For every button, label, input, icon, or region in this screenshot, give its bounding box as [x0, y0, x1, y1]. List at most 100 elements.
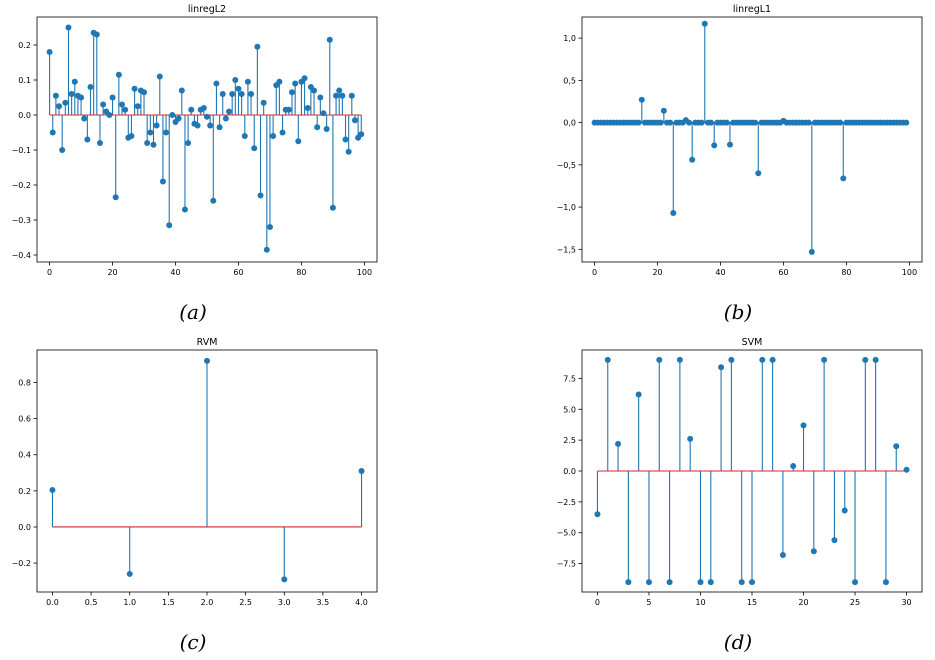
stem-marker: [166, 222, 173, 229]
stem-marker: [358, 131, 365, 138]
stem-marker: [604, 356, 611, 363]
stem-marker: [112, 194, 119, 201]
stem-marker: [169, 112, 176, 118]
stem-marker: [635, 119, 642, 126]
y-tick-label: 0.0: [563, 467, 576, 476]
y-tick-label: 0.0: [18, 523, 31, 532]
stem-marker: [345, 148, 352, 155]
y-tick-label: 0,0: [563, 119, 576, 128]
y-tick-label: 1,0: [563, 34, 576, 43]
stem-marker: [200, 105, 207, 111]
stem-marker: [348, 92, 355, 99]
stem-marker: [263, 246, 270, 253]
stem-marker: [790, 463, 797, 470]
stem-marker: [292, 80, 299, 87]
stem-marker: [270, 133, 277, 139]
x-tick-label: 2.0: [201, 598, 214, 607]
stem-marker: [749, 579, 755, 586]
stem-marker: [153, 122, 160, 129]
stem-marker: [666, 579, 673, 586]
x-tick-label: 1.0: [123, 598, 136, 607]
x-tick-label: 0: [595, 598, 600, 607]
stem-marker: [71, 78, 78, 85]
stem-marker: [311, 87, 318, 94]
stem-marker: [128, 133, 135, 139]
x-tick-label: 25: [850, 598, 860, 607]
stem-marker: [903, 466, 910, 473]
stem-marker: [81, 115, 88, 122]
stem-marker: [156, 73, 163, 80]
chart-title: RVM: [197, 337, 218, 348]
x-tick-label: 20: [798, 598, 808, 607]
y-tick-label: −0,5: [557, 161, 576, 170]
stem-marker: [141, 89, 148, 96]
chart-svm: SVM 0 5 10 15 20 25 30 7.5 5.0 2.5 0.0 −2.5 −5.0 −7.5: [557, 337, 923, 607]
y-tick-label: 0.6: [18, 415, 31, 424]
axes-frame: [581, 16, 923, 263]
stem-marker: [698, 119, 705, 126]
stem-marker: [635, 391, 642, 398]
x-tick-label: 40: [170, 268, 180, 277]
x-tick-label: 30: [901, 598, 911, 607]
stem-marker: [831, 537, 838, 544]
stem-marker: [726, 141, 733, 148]
stem-marker: [326, 36, 333, 43]
stem-marker: [769, 356, 776, 363]
stem-marker: [49, 486, 56, 493]
stem-marker: [178, 87, 185, 94]
stem-marker: [159, 178, 166, 185]
stem-marker: [701, 20, 708, 27]
stem-marker: [800, 422, 807, 429]
caption-c: (c): [179, 630, 207, 654]
stem-marker: [707, 579, 714, 586]
stem-marker: [279, 129, 286, 136]
caption-a: (a): [179, 300, 207, 324]
stem-marker: [222, 115, 229, 122]
stem-marker: [185, 140, 192, 146]
stem-marker: [728, 356, 735, 363]
stem-marker: [752, 119, 759, 126]
stem-marker: [882, 579, 889, 586]
stem-marker: [213, 80, 220, 87]
stem-marker: [718, 364, 725, 371]
stem-marker: [594, 511, 601, 518]
stem-marker: [317, 94, 324, 101]
stem-marker: [723, 119, 730, 126]
stem-marker: [46, 49, 53, 55]
y-tick-label: 2.5: [563, 436, 576, 445]
stem-marker: [109, 94, 116, 101]
x-tick-label: 40: [715, 268, 725, 277]
y-tick-label: −0.4: [12, 251, 31, 260]
stem-marker: [68, 91, 75, 97]
stem-marker: [285, 106, 292, 113]
stem-marker: [238, 91, 245, 97]
stem-marker: [295, 138, 302, 145]
stem-marker: [210, 197, 217, 204]
y-tick-label: 7.5: [563, 374, 576, 383]
x-tick-label: 60: [233, 268, 243, 277]
stem-marker: [175, 115, 182, 122]
stem-marker: [841, 507, 848, 514]
stem-marker: [207, 122, 214, 129]
stem-marker: [235, 85, 242, 92]
stem-marker: [49, 129, 56, 136]
stem-marker: [150, 141, 157, 148]
stem-marker: [301, 75, 308, 82]
y-tick-label: 0.2: [18, 41, 31, 50]
stem-marker: [660, 107, 667, 114]
stem-marker: [226, 108, 233, 115]
stem-marker: [266, 224, 273, 230]
chart-title: SVM: [742, 337, 763, 348]
stem-marker: [615, 440, 622, 447]
y-tick-label: −0.3: [12, 216, 31, 225]
stem-marker: [708, 119, 715, 126]
stem-marker: [62, 99, 69, 106]
stem-marker: [810, 548, 817, 555]
y-tick-label: −0.2: [12, 559, 31, 568]
x-tick-label: 60: [778, 268, 788, 277]
stem-marker: [320, 110, 327, 117]
stem-marker: [276, 78, 283, 85]
stem-marker: [100, 101, 107, 108]
stem-marker: [122, 106, 129, 113]
stem-marker: [78, 94, 85, 101]
